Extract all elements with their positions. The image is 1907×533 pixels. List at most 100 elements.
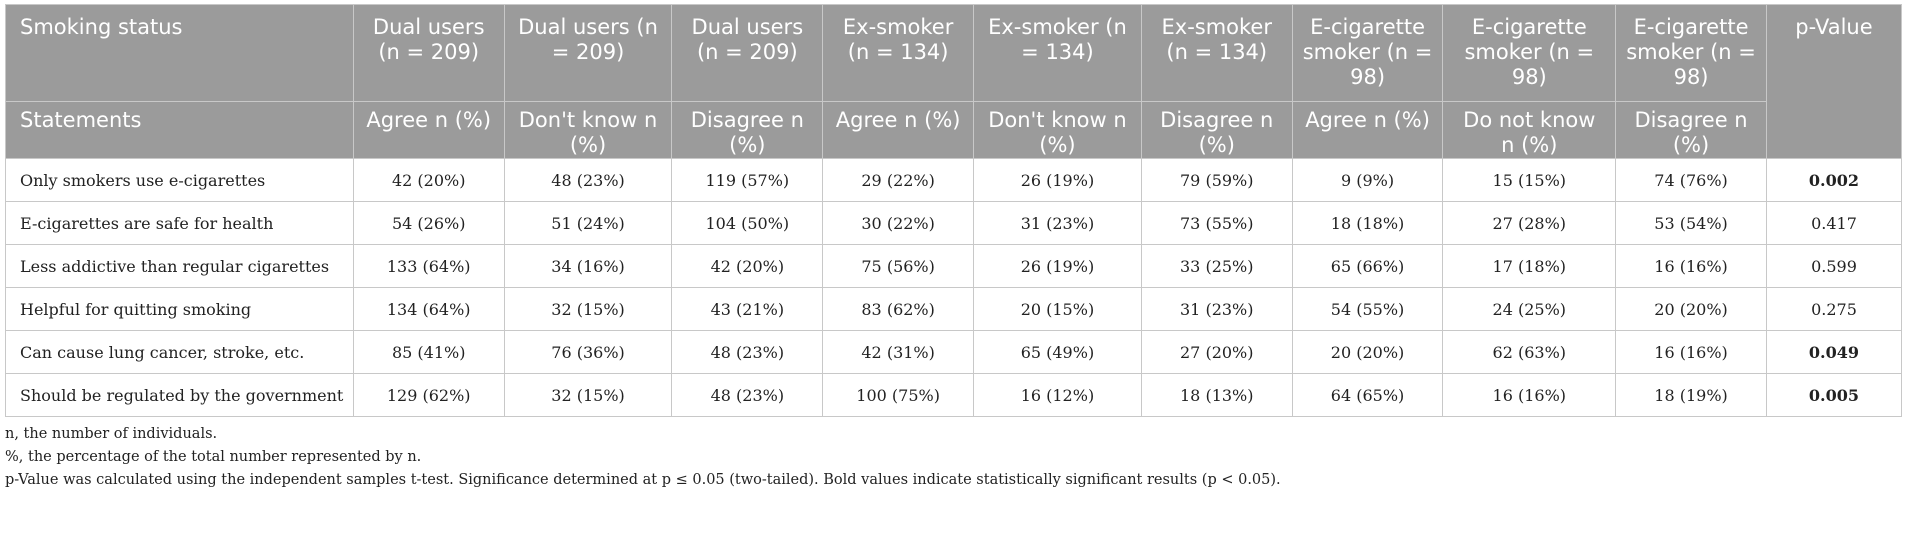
- subheader-col: Don't know n (%): [503, 101, 673, 159]
- value-cell: 31 (23%): [1140, 287, 1293, 331]
- value-cell: 9 (9%): [1291, 158, 1444, 202]
- table-row: Only smokers use e-cigarettes 42 (20%) 48 …: [5, 158, 1903, 202]
- subheader-col: Disagree n (%): [1140, 101, 1293, 159]
- table-row: Helpful for quitting smoking 134 (64%) 32 …: [5, 287, 1903, 331]
- value-cell: 75 (56%): [822, 244, 975, 288]
- p-value-cell: 0.005: [1765, 373, 1903, 417]
- value-cell: 34 (16%): [503, 244, 673, 288]
- value-cell: 24 (25%): [1442, 287, 1617, 331]
- value-cell: 32 (15%): [503, 287, 673, 331]
- value-cell: 15 (15%): [1442, 158, 1617, 202]
- subheader-row: Statements Agree n (%) Don't know n (%) …: [5, 101, 1902, 159]
- value-cell: 83 (62%): [822, 287, 975, 331]
- value-cell: 104 (50%): [671, 201, 824, 245]
- table-notes: n, the number of individuals. %, the per…: [5, 423, 1902, 492]
- header-statements: Statements: [5, 101, 354, 159]
- value-cell: 134 (64%): [352, 287, 505, 331]
- value-cell: 31 (23%): [973, 201, 1142, 245]
- table-container: Smoking status Dual users (n = 209) Dual…: [5, 4, 1903, 492]
- value-cell: 16 (16%): [1442, 373, 1617, 417]
- header-group: E-cigarette smoker (n = 98): [1615, 4, 1767, 102]
- value-cell: 20 (15%): [973, 287, 1142, 331]
- value-cell: 27 (20%): [1140, 330, 1293, 374]
- value-cell: 17 (18%): [1442, 244, 1617, 288]
- value-cell: 29 (22%): [822, 158, 975, 202]
- statement-cell: Can cause lung cancer, stroke, etc.: [5, 330, 354, 374]
- value-cell: 54 (55%): [1291, 287, 1444, 331]
- subheader-col: Do not know n (%): [1442, 101, 1617, 159]
- value-cell: 43 (21%): [671, 287, 824, 331]
- value-cell: 16 (16%): [1615, 244, 1767, 288]
- table-body: Only smokers use e-cigarettes 42 (20%) 48 …: [5, 158, 1903, 417]
- p-value-cell: 0.049: [1765, 330, 1903, 374]
- value-cell: 51 (24%): [503, 201, 673, 245]
- header-smoking-status: Smoking status: [5, 4, 354, 102]
- header-group: E-cigarette smoker (n = 98): [1291, 4, 1444, 102]
- value-cell: 53 (54%): [1615, 201, 1767, 245]
- statement-cell: Should be regulated by the government: [5, 373, 354, 417]
- header-group: Ex-smoker (n = 134): [973, 4, 1142, 102]
- value-cell: 33 (25%): [1140, 244, 1293, 288]
- statement-cell: E-cigarettes are safe for health: [5, 201, 354, 245]
- value-cell: 32 (15%): [503, 373, 673, 417]
- results-table: Smoking status Dual users (n = 209) Dual…: [5, 4, 1903, 417]
- value-cell: 133 (64%): [352, 244, 505, 288]
- note: p-Value was calculated using the indepen…: [5, 472, 1281, 488]
- value-cell: 62 (63%): [1442, 330, 1617, 374]
- value-cell: 64 (65%): [1291, 373, 1444, 417]
- p-value-cell: 0.417: [1765, 201, 1903, 245]
- value-cell: 30 (22%): [822, 201, 975, 245]
- value-cell: 20 (20%): [1615, 287, 1767, 331]
- value-cell: 79 (59%): [1140, 158, 1293, 202]
- value-cell: 119 (57%): [671, 158, 824, 202]
- value-cell: 65 (66%): [1291, 244, 1444, 288]
- value-cell: 85 (41%): [352, 330, 505, 374]
- value-cell: 42 (20%): [671, 244, 824, 288]
- value-cell: 74 (76%): [1615, 158, 1767, 202]
- subheader-col: Disagree n (%): [1615, 101, 1767, 159]
- header-group: Dual users (n = 209): [671, 4, 824, 102]
- p-value-cell: 0.599: [1765, 244, 1903, 288]
- value-cell: 65 (49%): [973, 330, 1142, 374]
- value-cell: 20 (20%): [1291, 330, 1444, 374]
- statement-cell: Only smokers use e-cigarettes: [5, 158, 354, 202]
- p-value-cell: 0.275: [1765, 287, 1903, 331]
- value-cell: 48 (23%): [671, 373, 824, 417]
- value-cell: 48 (23%): [671, 330, 824, 374]
- value-cell: 48 (23%): [503, 158, 673, 202]
- value-cell: 27 (28%): [1442, 201, 1617, 245]
- value-cell: 73 (55%): [1140, 201, 1293, 245]
- value-cell: 26 (19%): [973, 244, 1142, 288]
- header-group: Dual users (n = 209): [352, 4, 505, 102]
- table-row: Less addictive than regular cigarettes 13…: [5, 244, 1903, 288]
- table-row: Should be regulated by the government 129…: [5, 373, 1903, 417]
- note: %, the percentage of the total number re…: [5, 449, 422, 465]
- table-row: Can cause lung cancer, stroke, etc. 85 (4…: [5, 330, 1903, 374]
- subheader-col: Agree n (%): [1291, 101, 1444, 159]
- value-cell: 42 (31%): [822, 330, 975, 374]
- subheader-col: Disagree n (%): [671, 101, 824, 159]
- group-header-row: Smoking status Dual users (n = 209) Dual…: [5, 4, 1903, 159]
- subheader-col: Agree n (%): [822, 101, 975, 159]
- subheader-col: Don't know n (%): [973, 101, 1142, 159]
- value-cell: 18 (13%): [1140, 373, 1293, 417]
- value-cell: 129 (62%): [352, 373, 505, 417]
- header-group: Ex-smoker (n = 134): [1140, 4, 1293, 102]
- value-cell: 54 (26%): [352, 201, 505, 245]
- header-group: E-cigarette smoker (n = 98): [1442, 4, 1617, 102]
- statement-cell: Less addictive than regular cigarettes: [5, 244, 354, 288]
- value-cell: 76 (36%): [503, 330, 673, 374]
- value-cell: 26 (19%): [973, 158, 1142, 202]
- header-group: Ex-smoker (n = 134): [822, 4, 975, 102]
- value-cell: 100 (75%): [822, 373, 975, 417]
- value-cell: 16 (12%): [973, 373, 1142, 417]
- table-row: E-cigarettes are safe for health 54 (26%)…: [5, 201, 1903, 245]
- value-cell: 42 (20%): [352, 158, 505, 202]
- value-cell: 18 (19%): [1615, 373, 1767, 417]
- value-cell: 18 (18%): [1291, 201, 1444, 245]
- subheader-col: Agree n (%): [352, 101, 505, 159]
- header-p-value: p-Value: [1765, 4, 1903, 159]
- p-value-cell: 0.002: [1765, 158, 1903, 202]
- note: n, the number of individuals.: [5, 426, 218, 442]
- header-group: Dual users (n = 209): [503, 4, 673, 102]
